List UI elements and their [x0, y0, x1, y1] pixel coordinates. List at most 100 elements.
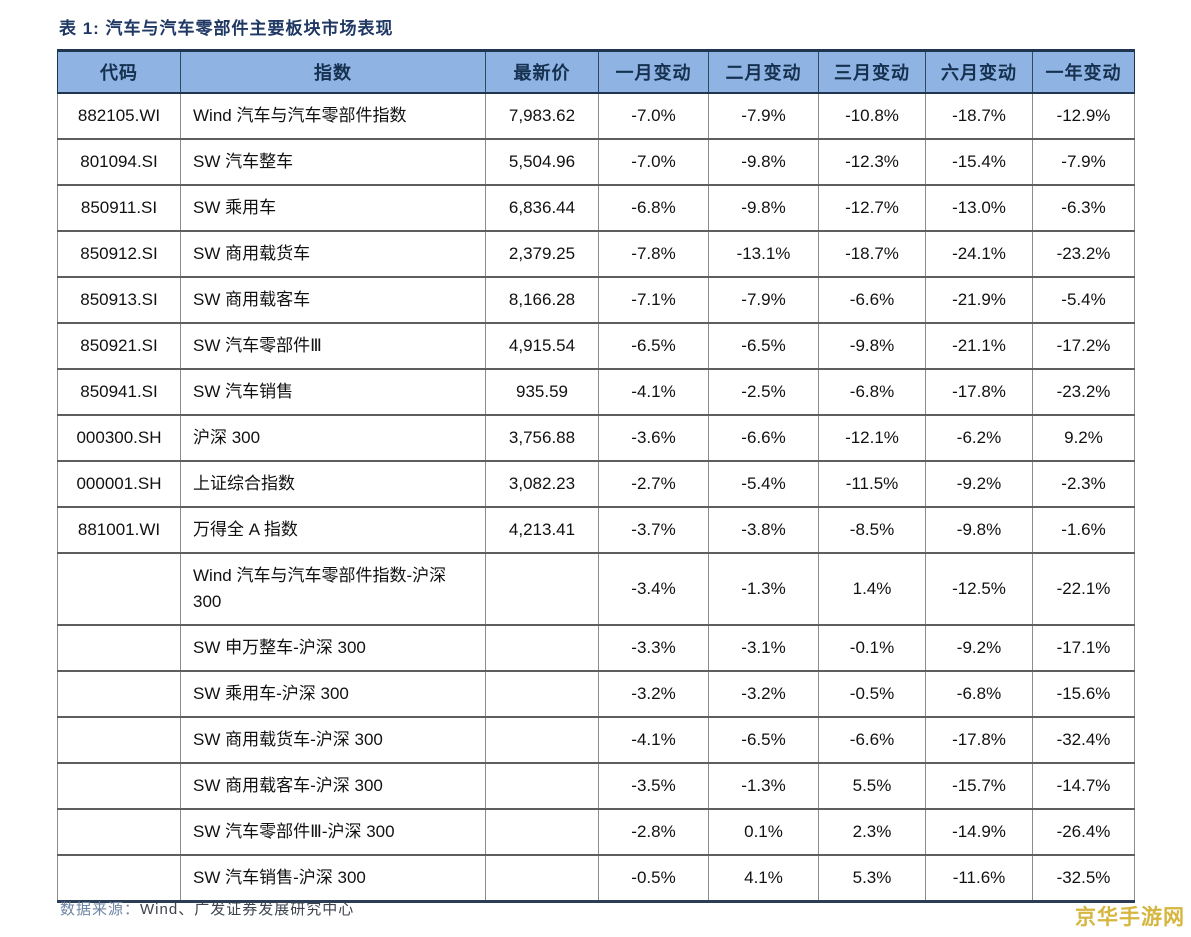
change-1m-cell: -4.1% — [598, 717, 709, 764]
change-1y-cell: -5.4% — [1032, 277, 1135, 324]
change-2m-cell: -2.5% — [708, 369, 819, 416]
change-6m-cell: -24.1% — [925, 231, 1033, 278]
change-2m-cell: -3.2% — [708, 671, 819, 718]
change-2m-cell: -5.4% — [708, 461, 819, 508]
index-name-cell: SW 汽车销售 — [180, 369, 486, 416]
change-2m-cell: 0.1% — [708, 809, 819, 856]
change-1y-cell: -1.6% — [1032, 507, 1135, 554]
change-2m-cell: -6.5% — [708, 717, 819, 764]
table-body: 882105.WI Wind 汽车与汽车零部件指数 7,983.62 -7.0% -7.… — [57, 93, 1135, 903]
change-3m-cell: 5.5% — [818, 763, 926, 810]
change-1y-cell: -22.1% — [1032, 553, 1135, 626]
index-name-cell: Wind 汽车与汽车零部件指数-沪深 300 — [180, 553, 486, 626]
change-1y-cell: -2.3% — [1032, 461, 1135, 508]
change-1m-cell: -2.7% — [598, 461, 709, 508]
column-header-change-1y: 一年变动 — [1032, 49, 1135, 94]
change-2m-cell: -1.3% — [708, 553, 819, 626]
column-header-change-3m: 三月变动 — [818, 49, 926, 94]
column-header-code: 代码 — [57, 49, 181, 94]
latest-price-cell — [485, 809, 599, 856]
change-2m-cell: -7.9% — [708, 277, 819, 324]
change-3m-cell: -8.5% — [818, 507, 926, 554]
table-row: 882105.WI Wind 汽车与汽车零部件指数 7,983.62 -7.0% -7.… — [57, 93, 1135, 140]
change-6m-cell: -13.0% — [925, 185, 1033, 232]
code-cell: 850912.SI — [57, 231, 181, 278]
change-1m-cell: -3.2% — [598, 671, 709, 718]
latest-price-cell — [485, 553, 599, 626]
change-6m-cell: -6.8% — [925, 671, 1033, 718]
table-row: SW 汽车销售-沪深 300 -0.5% 4.1% 5.3% -11.6% -32.5% — [57, 855, 1135, 903]
index-name-cell: Wind 汽车与汽车零部件指数 — [180, 93, 486, 140]
table-row: 850912.SI SW 商用载货车 2,379.25 -7.8% -13.1% -18.… — [57, 231, 1135, 278]
latest-price-cell: 7,983.62 — [485, 93, 599, 140]
change-1y-cell: -32.5% — [1032, 855, 1135, 903]
change-3m-cell: -12.1% — [818, 415, 926, 462]
latest-price-cell: 2,379.25 — [485, 231, 599, 278]
change-1m-cell: -7.0% — [598, 93, 709, 140]
code-cell — [57, 625, 181, 672]
change-6m-cell: -12.5% — [925, 553, 1033, 626]
column-header-change-2m: 二月变动 — [708, 49, 819, 94]
code-cell — [57, 671, 181, 718]
latest-price-cell: 4,213.41 — [485, 507, 599, 554]
change-2m-cell: -9.8% — [708, 185, 819, 232]
change-6m-cell: -11.6% — [925, 855, 1033, 903]
index-name-cell: SW 商用载客车-沪深 300 — [180, 763, 486, 810]
code-cell: 000300.SH — [57, 415, 181, 462]
change-6m-cell: -21.1% — [925, 323, 1033, 370]
change-6m-cell: -9.2% — [925, 461, 1033, 508]
change-1m-cell: -0.5% — [598, 855, 709, 903]
code-cell — [57, 763, 181, 810]
table-row: Wind 汽车与汽车零部件指数-沪深 300 -3.4% -1.3% 1.4% -12.… — [57, 553, 1135, 626]
data-source-label: 数据来源： — [60, 901, 141, 918]
code-cell: 850913.SI — [57, 277, 181, 324]
change-6m-cell: -6.2% — [925, 415, 1033, 462]
change-1m-cell: -6.8% — [598, 185, 709, 232]
data-source-text: Wind、广发证券发展研究中心 — [140, 901, 355, 918]
index-name-cell: 万得全 A 指数 — [180, 507, 486, 554]
table-row: SW 乘用车-沪深 300 -3.2% -3.2% -0.5% -6.8% -15.6% — [57, 671, 1135, 718]
column-header-latest-price: 最新价 — [485, 49, 599, 94]
latest-price-cell — [485, 717, 599, 764]
column-header-change-1m: 一月变动 — [598, 49, 709, 94]
index-name-cell: SW 申万整车-沪深 300 — [180, 625, 486, 672]
change-6m-cell: -14.9% — [925, 809, 1033, 856]
index-name-cell: 上证综合指数 — [180, 461, 486, 508]
change-6m-cell: -15.4% — [925, 139, 1033, 186]
change-3m-cell: -18.7% — [818, 231, 926, 278]
index-name-cell: SW 汽车零部件Ⅲ — [180, 323, 486, 370]
latest-price-cell: 935.59 — [485, 369, 599, 416]
change-3m-cell: -6.6% — [818, 277, 926, 324]
change-1y-cell: -17.2% — [1032, 323, 1135, 370]
change-1m-cell: -7.1% — [598, 277, 709, 324]
change-3m-cell: -9.8% — [818, 323, 926, 370]
table-row: SW 申万整车-沪深 300 -3.3% -3.1% -0.1% -9.2% -17.1% — [57, 625, 1135, 672]
code-cell: 801094.SI — [57, 139, 181, 186]
latest-price-cell: 3,082.23 — [485, 461, 599, 508]
change-1y-cell: -12.9% — [1032, 93, 1135, 140]
code-cell — [57, 717, 181, 764]
index-name-cell: SW 汽车整车 — [180, 139, 486, 186]
change-3m-cell: -10.8% — [818, 93, 926, 140]
change-2m-cell: -3.8% — [708, 507, 819, 554]
change-1y-cell: -14.7% — [1032, 763, 1135, 810]
change-6m-cell: -17.8% — [925, 717, 1033, 764]
change-1m-cell: -3.5% — [598, 763, 709, 810]
code-cell — [57, 553, 181, 626]
table-row: 850921.SI SW 汽车零部件Ⅲ 4,915.54 -6.5% -6.5% -9.8… — [57, 323, 1135, 370]
latest-price-cell — [485, 625, 599, 672]
table-title: 表 1: 汽车与汽车零部件主要板块市场表现 — [59, 19, 394, 38]
header-row: 代码 指数 最新价 一月变动 二月变动 三月变动 六月变动 一年变动 — [57, 49, 1135, 94]
site-watermark: 京华手游网 — [1075, 906, 1185, 929]
change-6m-cell: -9.8% — [925, 507, 1033, 554]
latest-price-cell — [485, 763, 599, 810]
change-1m-cell: -4.1% — [598, 369, 709, 416]
change-1y-cell: -6.3% — [1032, 185, 1135, 232]
data-source-note: 数据来源：Wind、广发证券发展研究中心 — [60, 898, 354, 919]
change-1y-cell: -15.6% — [1032, 671, 1135, 718]
code-cell — [57, 809, 181, 856]
change-1y-cell: -17.1% — [1032, 625, 1135, 672]
table-row: 850911.SI SW 乘用车 6,836.44 -6.8% -9.8% -12.7% -… — [57, 185, 1135, 232]
code-cell — [57, 855, 181, 903]
code-cell: 850911.SI — [57, 185, 181, 232]
